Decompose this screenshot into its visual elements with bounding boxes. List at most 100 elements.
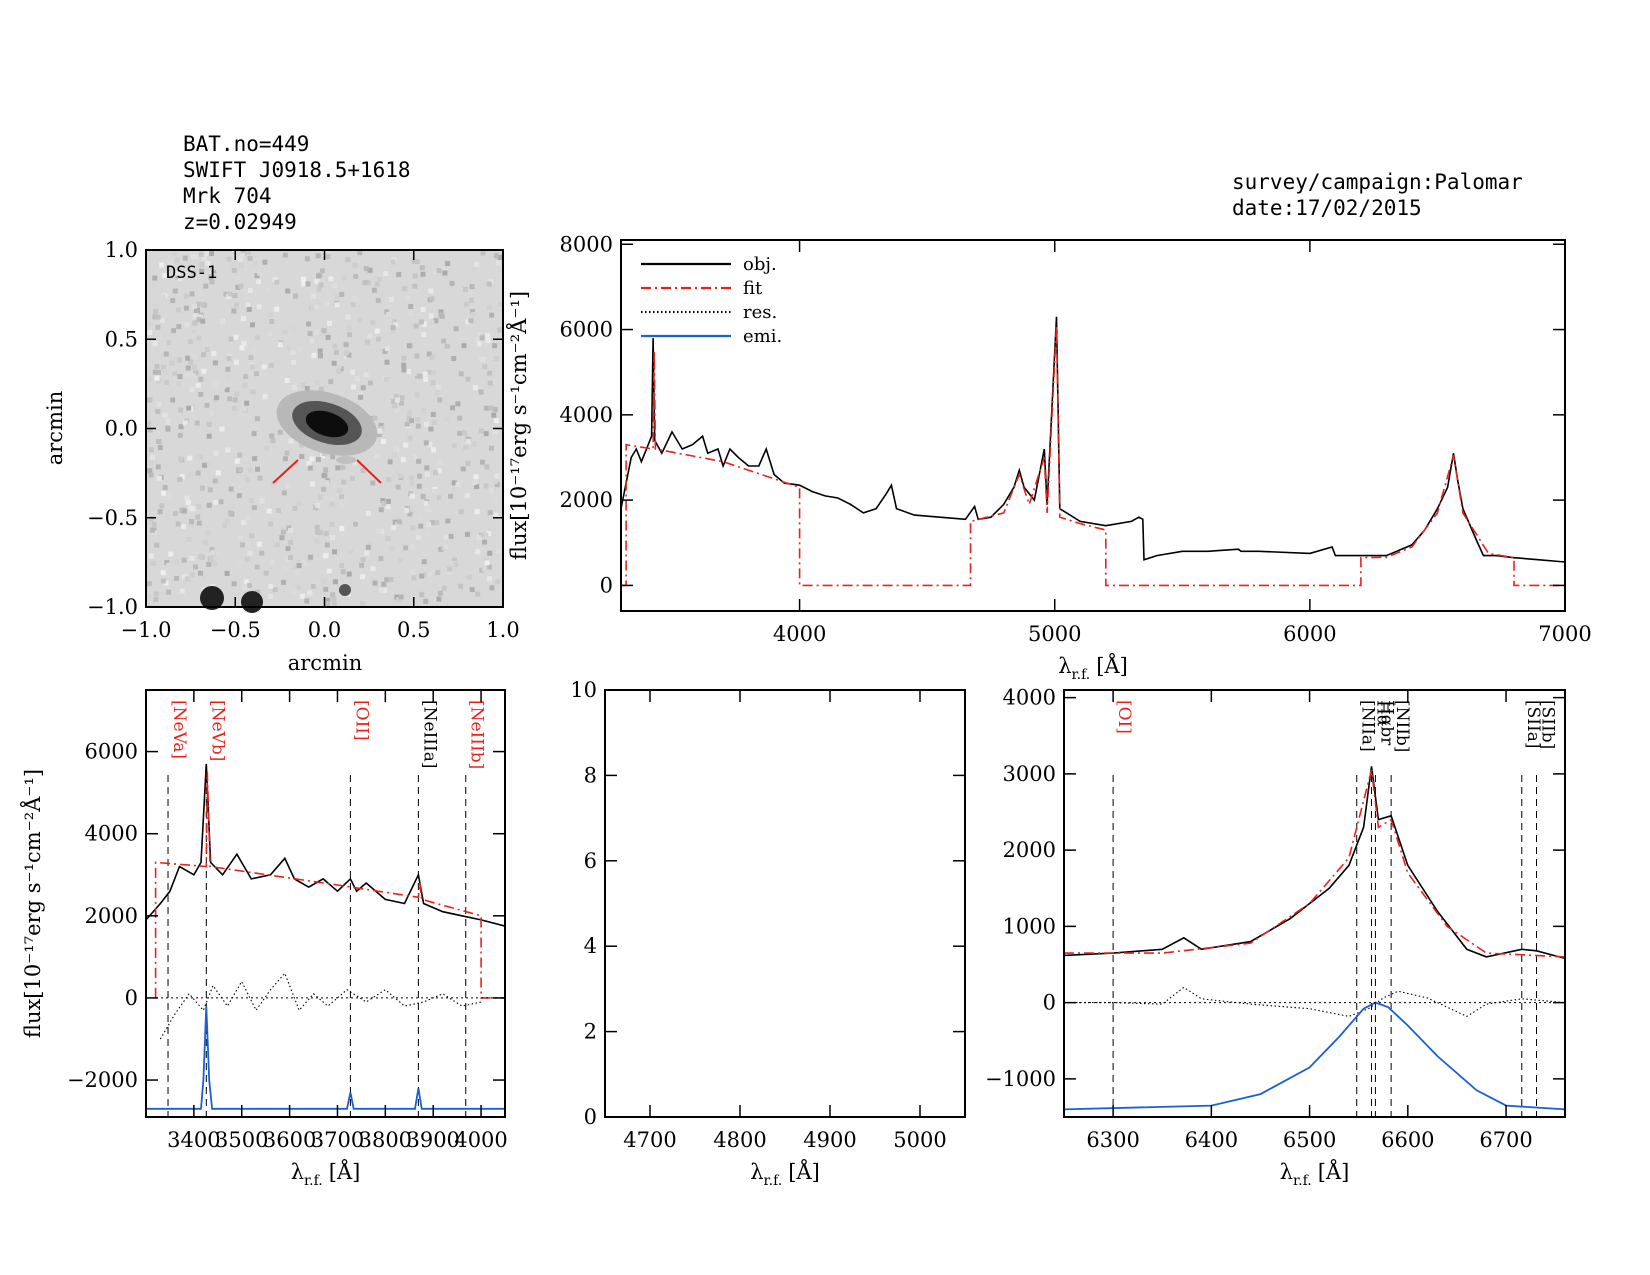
noise-pixel xyxy=(156,369,162,375)
noise-pixel xyxy=(408,310,413,316)
noise-pixel xyxy=(316,286,322,292)
noise-pixel xyxy=(191,364,197,370)
noise-pixel xyxy=(478,428,484,434)
x-axis-unit: [Å] xyxy=(788,1159,820,1184)
noise-pixel xyxy=(387,459,393,465)
x-tick-label: 5000 xyxy=(893,1128,946,1152)
noise-pixel xyxy=(430,520,435,526)
noise-pixel xyxy=(154,375,160,381)
noise-pixel xyxy=(203,283,209,289)
noise-pixel xyxy=(445,518,451,524)
noise-pixel xyxy=(177,476,183,482)
noise-pixel xyxy=(419,265,425,271)
noise-pixel xyxy=(448,533,454,539)
noise-pixel xyxy=(295,560,301,566)
noise-pixel xyxy=(429,296,435,302)
noise-pixel xyxy=(385,536,391,542)
noise-pixel xyxy=(276,508,282,513)
noise-pixel xyxy=(360,385,366,391)
noise-pixel xyxy=(155,464,161,470)
noise-pixel xyxy=(421,559,427,565)
noise-pixel xyxy=(191,303,197,309)
noise-pixel xyxy=(299,593,305,599)
noise-pixel xyxy=(146,360,152,366)
noise-pixel xyxy=(307,465,313,471)
noise-pixel xyxy=(343,354,349,359)
noise-pixel xyxy=(208,274,214,280)
noise-pixel xyxy=(244,400,250,406)
noise-pixel xyxy=(442,270,448,276)
noise-pixel xyxy=(205,530,211,536)
noise-pixel xyxy=(457,430,463,436)
noise-pixel xyxy=(414,353,420,359)
line-marker-label: Hα xyxy=(1372,700,1392,727)
noise-pixel xyxy=(413,455,418,461)
noise-pixel xyxy=(360,468,366,473)
noise-pixel xyxy=(443,544,449,550)
y-tick-label: 0.0 xyxy=(105,417,138,441)
y-tick-label: 0 xyxy=(125,986,138,1010)
noise-pixel xyxy=(476,341,482,347)
noise-pixel xyxy=(198,376,204,382)
noise-pixel xyxy=(353,274,359,279)
noise-pixel xyxy=(307,576,313,582)
noise-pixel xyxy=(425,471,430,477)
noise-pixel xyxy=(426,370,432,376)
noise-pixel xyxy=(220,318,226,324)
noise-pixel xyxy=(281,579,287,585)
noise-pixel xyxy=(223,443,229,449)
noise-pixel xyxy=(465,319,471,325)
noise-pixel xyxy=(199,268,205,274)
y-axis-label: flux[10⁻¹⁷erg s⁻¹cm⁻²Å⁻¹] xyxy=(506,291,531,560)
noise-pixel xyxy=(193,370,199,376)
noise-pixel xyxy=(339,494,344,500)
noise-pixel xyxy=(470,312,476,317)
noise-pixel xyxy=(325,277,331,283)
noise-pixel xyxy=(208,411,214,416)
noise-pixel xyxy=(226,256,232,262)
noise-pixel xyxy=(461,343,467,349)
noise-pixel xyxy=(269,433,275,439)
noise-pixel xyxy=(191,329,197,335)
noise-pixel xyxy=(343,350,349,356)
noise-pixel xyxy=(256,270,262,276)
noise-pixel xyxy=(162,369,168,374)
noise-pixel xyxy=(177,357,183,363)
noise-pixel xyxy=(274,542,280,548)
noise-pixel xyxy=(351,384,356,390)
noise-pixel xyxy=(188,505,194,511)
noise-pixel xyxy=(184,322,190,328)
noise-pixel xyxy=(189,291,195,297)
noise-pixel xyxy=(409,493,415,499)
noise-pixel xyxy=(329,501,335,507)
noise-pixel xyxy=(288,438,294,444)
noise-pixel xyxy=(428,313,434,319)
noise-pixel xyxy=(334,302,340,308)
noise-pixel xyxy=(398,473,403,479)
noise-pixel xyxy=(363,372,369,378)
noise-pixel xyxy=(430,369,436,375)
legend-label: res. xyxy=(743,302,777,323)
image-x-axis-label: arcmin xyxy=(288,651,362,675)
noise-pixel xyxy=(175,521,181,527)
noise-pixel xyxy=(347,332,353,338)
noise-pixel xyxy=(371,287,377,293)
noise-pixel xyxy=(473,385,479,391)
field-star-1 xyxy=(200,586,224,610)
noise-pixel xyxy=(250,389,256,395)
noise-pixel xyxy=(380,438,386,444)
legend-label: fit xyxy=(743,278,763,299)
noise-pixel xyxy=(437,459,443,465)
noise-pixel xyxy=(215,551,221,557)
noise-pixel xyxy=(440,266,446,272)
noise-pixel xyxy=(262,259,268,265)
noise-pixel xyxy=(291,360,297,365)
noise-pixel xyxy=(177,432,183,438)
series-fit xyxy=(1064,769,1565,958)
noise-pixel xyxy=(332,579,338,585)
noise-pixel xyxy=(411,575,417,581)
noise-pixel xyxy=(307,331,313,336)
noise-pixel xyxy=(282,314,288,320)
noise-pixel xyxy=(310,481,315,487)
noise-pixel xyxy=(305,281,311,287)
